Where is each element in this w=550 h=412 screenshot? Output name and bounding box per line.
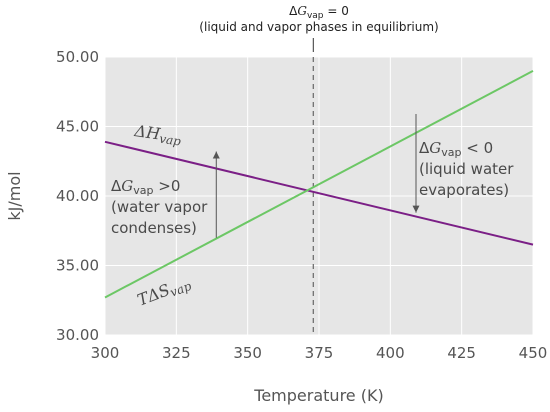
left-annotation-line-3: condenses) [111,219,197,237]
equilibrium-description: (liquid and vapor phases in equilibrium) [199,20,438,34]
x-tick-label: 400 [376,344,405,362]
x-tick-labels: 300 325 350 375 400 425 450 [91,344,548,362]
y-tick-label: 45.00 [56,118,99,136]
right-annotation-title: ΔGvap < 0 [419,139,493,159]
y-tick-label: 30.00 [56,326,99,344]
x-axis-title: Temperature (K) [253,386,383,405]
dh-vap-line [104,140,534,246]
x-tick-label: 375 [305,344,334,362]
y-tick-labels: 30.00 35.00 40.00 45.00 50.00 [56,48,99,344]
equilibrium-label: ΔGvap = 0 [289,4,349,21]
left-annotation-title: ΔGvap >0 [111,177,180,197]
x-tick-label: 300 [91,344,120,362]
annotation-arrows [212,113,420,238]
y-tick-label: 50.00 [56,48,99,66]
right-annotation-line-3: evaporates) [419,181,509,199]
y-tick-label: 35.00 [56,257,99,275]
right-annotation-line-2: (liquid water [419,160,514,178]
series-lines [104,70,534,299]
x-tick-label: 425 [447,344,476,362]
y-axis-title: kJ/mol [5,171,24,220]
left-annotation-arrow [212,151,220,238]
y-tick-label: 40.00 [56,187,99,205]
x-tick-label: 450 [519,344,548,362]
right-annotation-arrow [412,113,420,213]
t-ds-vap-line [104,70,534,299]
left-annotation-line-2: (water vapor [111,198,208,216]
x-tick-label: 325 [162,344,191,362]
x-tick-label: 350 [233,344,262,362]
dh-vap-series-label: ΔHvap [132,121,183,149]
grid [104,56,534,336]
